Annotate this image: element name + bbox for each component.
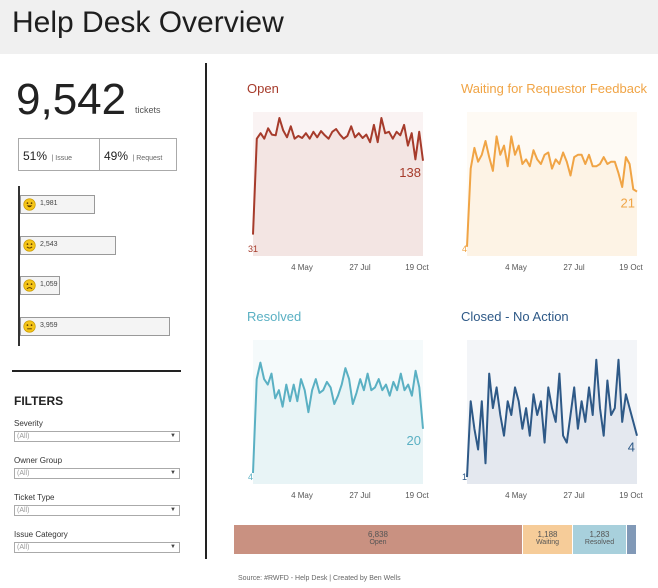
series-line (252, 361, 424, 474)
x-tick-label: 4 May (505, 491, 527, 500)
status-segment[interactable]: 1,283 Resolved (573, 525, 626, 554)
satisfaction-count: 3,959 (40, 322, 58, 329)
grin-face-icon (23, 198, 36, 211)
status-segment-label: Open (369, 539, 387, 546)
satisfaction-bar[interactable]: 3,959 (20, 317, 170, 336)
series-line (466, 358, 638, 478)
satisfaction-bar[interactable]: 1,059 (20, 276, 60, 295)
satisfaction-bar[interactable]: 2,543 (20, 236, 116, 255)
satisfaction-count: 1,059 (40, 281, 58, 288)
request-share-box: 49% | Request (99, 138, 177, 171)
closed-chart-title: Closed - No Action (461, 309, 569, 324)
filter-ticket-type-select[interactable]: (All) ▼ (14, 505, 180, 516)
resolved-chart-plot: 4 20 4 May 27 Jul 19 Oct (248, 340, 430, 500)
request-pct: 49% (104, 149, 129, 163)
resolved-chart: Resolved 4 20 4 May 27 Jul 19 Oct (247, 308, 437, 528)
request-label: | Request (132, 155, 163, 162)
total-tickets-unit: tickets (135, 105, 161, 115)
frown-face-icon (23, 279, 36, 292)
status-breakdown-bar: 6,838 Open 1,188 Waiting 1,283 Resolved (234, 525, 637, 554)
dropdown-arrow-icon: ▼ (170, 433, 176, 439)
smile-face-icon (23, 239, 36, 252)
satisfaction-count: 1,981 (40, 200, 58, 207)
total-tickets-value: 9,542 (16, 75, 127, 124)
source-footer: Source: #RWFD - Help Desk | Created by B… (238, 575, 401, 582)
waiting-chart-title: Waiting for Requestor Feedback (461, 81, 647, 96)
status-segment-value: 1,188 (537, 530, 558, 539)
end-value-label: 4 (628, 440, 635, 455)
x-tick-label: 27 Jul (563, 263, 585, 272)
filters-title: FILTERS (14, 394, 64, 408)
x-tick-label: 4 May (505, 263, 527, 272)
dropdown-arrow-icon: ▼ (170, 507, 176, 513)
x-tick-label: 4 May (291, 491, 313, 500)
filter-owner-group-value: (All) (17, 470, 30, 477)
series-area (253, 118, 423, 256)
filter-issue-category-select[interactable]: (All) ▼ (14, 542, 180, 553)
filter-ticket-type-label: Ticket Type (14, 493, 55, 502)
dropdown-arrow-icon: ▼ (170, 544, 176, 550)
dropdown-arrow-icon: ▼ (170, 470, 176, 476)
status-segment[interactable]: 6,838 Open (234, 525, 522, 554)
neutral-face-icon (23, 320, 36, 333)
waiting-chart-plot: 4 21 4 May 27 Jul 19 Oct (462, 112, 644, 272)
satisfaction-bar[interactable]: 1,981 (20, 195, 95, 214)
issue-share-box: 51% | Issue (18, 138, 100, 171)
vertical-divider (205, 63, 207, 559)
filter-owner-group-select[interactable]: (All) ▼ (14, 468, 180, 479)
filter-severity-value: (All) (17, 433, 30, 440)
open-chart-plot: 31 138 4 May 27 Jul 19 Oct (248, 112, 430, 272)
status-segment[interactable] (627, 525, 636, 554)
x-tick-label: 19 Oct (619, 263, 643, 272)
x-tick-label: 27 Jul (349, 263, 371, 272)
filter-issue-category-label: Issue Category (14, 530, 68, 539)
waiting-chart: Waiting for Requestor Feedback 4 21 4 May 2… (461, 80, 651, 300)
filter-severity-label: Severity (14, 419, 43, 428)
status-segment-value: 6,838 (367, 530, 389, 539)
start-value-label: 4 (462, 244, 467, 254)
x-tick-label: 19 Oct (405, 491, 429, 500)
satisfaction-axis (18, 186, 20, 346)
open-chart-title: Open (247, 81, 279, 96)
status-segment-value: 1,283 (589, 530, 610, 539)
status-segment-label: Waiting (535, 539, 560, 546)
start-value-label: 31 (248, 244, 258, 254)
chart-background (467, 340, 637, 484)
x-tick-label: 19 Oct (405, 263, 429, 272)
section-divider (12, 370, 181, 372)
open-chart: Open 31 138 4 May 27 Jul 19 Oct (247, 80, 437, 300)
start-value-label: 4 (248, 472, 253, 482)
chart-background (467, 112, 637, 256)
x-tick-label: 27 Jul (563, 491, 585, 500)
closed-chart: Closed - No Action 1 4 4 May 27 Jul 19 Oct (461, 308, 651, 528)
issue-pct: 51% (23, 149, 48, 163)
filter-owner-group-label: Owner Group (14, 456, 63, 465)
start-value-label: 1 (462, 472, 467, 482)
satisfaction-count: 2,543 (40, 241, 58, 248)
series-area (467, 136, 637, 256)
end-value-label: 21 (621, 196, 635, 211)
resolved-chart-title: Resolved (247, 309, 302, 324)
filter-issue-category-value: (All) (17, 544, 30, 551)
closed-chart-plot: 1 4 4 May 27 Jul 19 Oct (462, 340, 644, 500)
chart-background (253, 340, 423, 484)
x-tick-label: 4 May (291, 263, 313, 272)
end-value-label: 138 (399, 165, 421, 180)
x-tick-label: 19 Oct (619, 491, 643, 500)
status-segment[interactable]: 1,188 Waiting (523, 525, 572, 554)
x-tick-label: 27 Jul (349, 491, 371, 500)
header-bar: Help Desk Overview (0, 0, 658, 54)
series-line (466, 135, 638, 247)
filter-ticket-type-value: (All) (17, 507, 30, 514)
page-title: Help Desk Overview (12, 6, 284, 39)
filter-severity-select[interactable]: (All) ▼ (14, 431, 180, 442)
end-value-label: 20 (407, 433, 421, 448)
issue-label: | Issue (51, 155, 72, 162)
series-line (252, 117, 424, 235)
status-segment-label: Resolved (584, 539, 615, 546)
